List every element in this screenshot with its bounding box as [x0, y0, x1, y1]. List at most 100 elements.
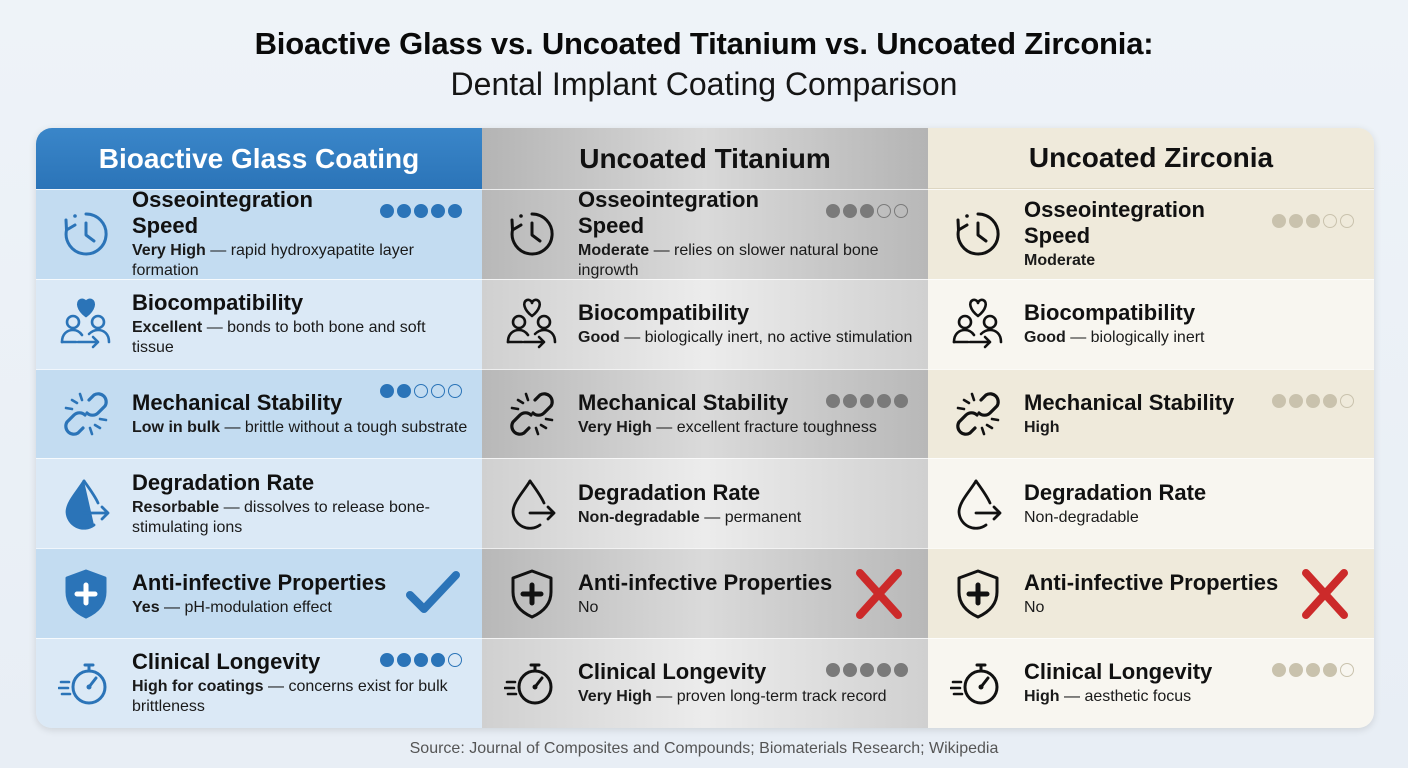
rating-dot-filled: [843, 662, 857, 677]
comparison-row: Clinical Longevity Very High — proven lon…: [482, 637, 928, 728]
row-heading: Mechanical Stability: [578, 389, 789, 415]
comparison-row: Degradation Rate Resorbable — dissolves t…: [36, 458, 482, 549]
page-title: Bioactive Glass vs. Uncoated Titanium vs…: [254, 26, 1154, 61]
people-heart-icon: [950, 296, 1006, 352]
rating-detail: No: [578, 598, 599, 616]
row-text: Mechanical Stability Low in bulk — brittl…: [132, 390, 470, 438]
row-text: Degradation Rate Non-degradable: [1024, 480, 1362, 528]
rating-dot-empty: [414, 383, 428, 398]
rating-dot-filled: [877, 393, 891, 408]
row-text: Biocompatibility Excellent — bonds to bot…: [132, 290, 470, 358]
rating-detail: — proven long-term track record: [651, 688, 887, 706]
row-heading: Mechanical Stability: [132, 389, 343, 415]
rating-dot-filled: [1289, 214, 1303, 228]
rating-dot-filled: [1272, 393, 1286, 408]
people-heart-icon: [504, 296, 560, 352]
row-description: Non-degradable — permanent: [578, 508, 916, 528]
rating-word: Excellent: [132, 319, 203, 337]
row-text: Osseointegration Speed Moderate — relies …: [578, 187, 916, 281]
drop-arrow-icon: [504, 476, 560, 532]
row-text: Biocompatibility Good — biologically iner…: [578, 300, 916, 348]
row-description: Very High — proven long-term track recor…: [578, 687, 916, 707]
rating-dots: [380, 383, 462, 398]
speed-gauge-icon: [503, 655, 560, 711]
rating-dot-filled: [826, 393, 840, 408]
row-description: Excellent — bonds to both bone and soft …: [132, 318, 470, 358]
rating-detail: — pH-modulation effect: [159, 598, 332, 616]
row-heading: Degradation Rate: [578, 479, 761, 505]
stopwatch-clock-icon: [950, 206, 1006, 262]
checkmark-icon: [404, 569, 462, 619]
rating-dot-empty: [1323, 214, 1337, 228]
rating-dot-filled: [431, 204, 445, 218]
rating-detail: — biologically inert: [1065, 329, 1205, 347]
comparison-row: Anti-infective Properties No: [482, 548, 928, 638]
column-header: Uncoated Titanium: [482, 128, 928, 189]
rating-dot-filled: [431, 652, 445, 667]
row-description: Very High — excellent fracture toughness: [578, 418, 916, 438]
row-description: High for coatings — concerns exist for b…: [132, 677, 470, 717]
row-description: Non-degradable: [1024, 508, 1362, 528]
row-heading: Clinical Longevity: [1024, 659, 1213, 685]
rating-detail: — relies on slower natural bone ingrowth: [578, 242, 879, 280]
rating-dot-filled: [1306, 393, 1320, 408]
rating-dots: [1272, 393, 1354, 408]
row-description: Good — biologically inert: [1024, 328, 1362, 348]
shield-cross-icon: [58, 566, 114, 622]
row-text: Clinical Longevity High for coatings — co…: [132, 649, 470, 717]
row-description: Moderate: [1024, 251, 1362, 271]
rating-detail: — dissolves to release bone-stimulating …: [132, 498, 430, 536]
rating-dot-filled: [894, 393, 908, 408]
rating-dot-filled: [380, 383, 394, 398]
rating-dot-filled: [860, 393, 874, 408]
rating-word: High: [1024, 418, 1060, 436]
broken-link-icon: [504, 386, 560, 442]
row-heading: Degradation Rate: [1024, 479, 1207, 505]
rating-detail: — permanent: [699, 508, 802, 526]
rating-dot-filled: [860, 204, 874, 218]
broken-link-icon: [58, 386, 114, 442]
rating-dot-empty: [431, 383, 445, 398]
drop-arrow-icon: [58, 476, 114, 532]
rating-dot-empty: [1340, 214, 1354, 228]
comparison-row: Biocompatibility Excellent — bonds to bot…: [36, 278, 482, 369]
row-text: Anti-infective Properties No: [578, 570, 842, 618]
rating-detail: — excellent fracture toughness: [651, 418, 877, 436]
rating-dot-filled: [397, 204, 411, 218]
comparison-row: Clinical Longevity High — aesthetic focus: [928, 637, 1374, 728]
row-description: High: [1024, 418, 1362, 438]
rating-dot-filled: [448, 204, 462, 218]
column-header: Uncoated Zirconia: [928, 128, 1374, 189]
rating-word: Very High: [132, 242, 206, 260]
comparison-row: Degradation Rate Non-degradable — permane…: [482, 458, 928, 549]
stopwatch-clock-icon: [58, 206, 114, 262]
rating-dot-filled: [1306, 662, 1320, 677]
column-bioactive-glass: Bioactive Glass Coating Osseointegration…: [36, 128, 482, 728]
row-description: Low in bulk — brittle without a tough su…: [132, 418, 470, 438]
row-heading: Clinical Longevity: [132, 649, 321, 675]
rating-dot-filled: [1289, 393, 1303, 408]
comparison-row: Mechanical Stability Very High — excellen…: [482, 368, 928, 459]
row-description: Resorbable — dissolves to release bone-s…: [132, 498, 470, 538]
rating-dot-filled: [414, 652, 428, 667]
rating-dot-filled: [1323, 393, 1337, 408]
row-description: High — aesthetic focus: [1024, 687, 1362, 707]
column-uncoated-zirconia: Uncoated Zirconia Osseointegration Speed…: [928, 128, 1374, 728]
row-text: Clinical Longevity Very High — proven lon…: [578, 659, 916, 707]
shield-cross-icon: [950, 566, 1006, 622]
row-heading: Biocompatibility: [132, 290, 304, 316]
rating-dot-filled: [397, 652, 411, 667]
row-heading: Biocompatibility: [578, 300, 750, 326]
rating-dot-empty: [894, 204, 908, 218]
rating-word: Good: [1024, 329, 1066, 347]
rating-dots: [826, 662, 908, 677]
page-subtitle: Dental Implant Coating Comparison: [450, 66, 958, 102]
row-heading: Anti-infective Properties: [1024, 569, 1279, 595]
comparison-table: Bioactive Glass Coating Osseointegration…: [36, 128, 1374, 728]
comparison-row: Mechanical Stability High: [928, 368, 1374, 459]
column-header: Bioactive Glass Coating: [36, 128, 482, 189]
rating-detail: — biologically inert, no active stimulat…: [619, 329, 913, 347]
shield-cross-icon: [504, 566, 560, 622]
row-heading: Osseointegration Speed: [1024, 197, 1205, 249]
row-text: Mechanical Stability High: [1024, 390, 1362, 438]
